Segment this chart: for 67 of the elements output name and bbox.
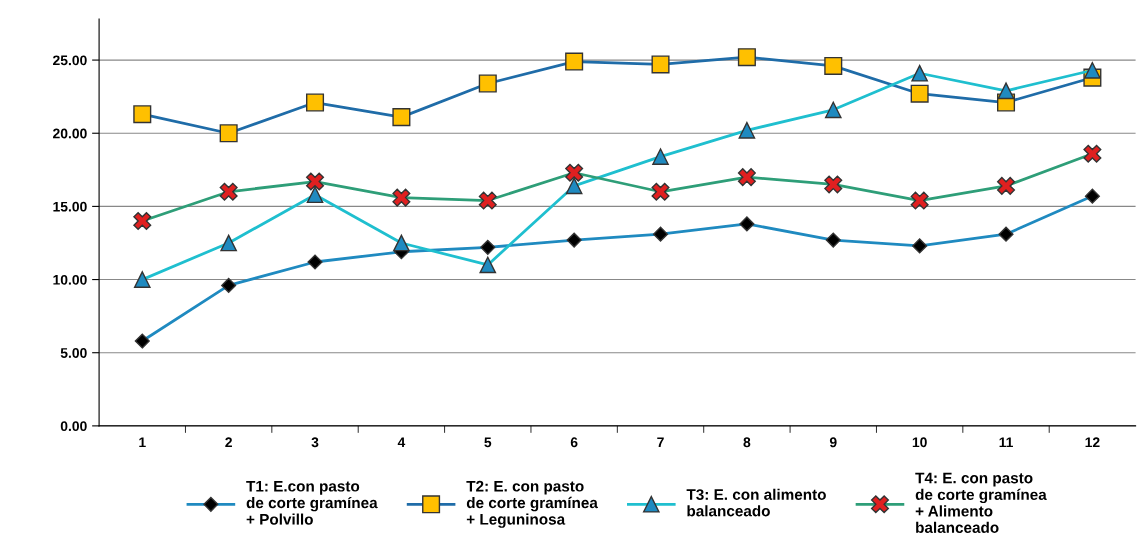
point [910,84,929,103]
point [305,172,325,191]
x-tick-label: 8 [743,437,751,448]
legend-label: T4: E. con pasto de corte gramínea + Alimento balanceado [915,472,1047,533]
point [392,108,411,127]
point [565,163,584,182]
point [393,234,410,252]
point [565,177,583,195]
point [478,191,497,210]
point [998,226,1014,242]
point [219,124,238,143]
point [911,64,928,82]
point [1084,188,1100,204]
point [565,52,584,71]
x-tick-label: 12 [1085,437,1100,448]
point [997,82,1015,100]
point [392,188,411,207]
point [221,277,237,293]
point [910,191,929,210]
point [996,176,1016,195]
y-tick-label: 0.00 [60,421,87,432]
x-tick-label: 4 [397,437,406,448]
x-tick-label: 2 [225,437,232,448]
point [1084,61,1101,79]
point [737,48,756,67]
y-tick-label: 25.00 [53,55,87,66]
x-tick-label: 1 [139,437,146,448]
x-tick-label: 9 [829,437,837,448]
point [824,175,843,194]
point [305,93,325,112]
y-tick-label: 5.00 [60,348,87,358]
x-tick-label: 5 [484,437,492,448]
point [825,232,841,248]
point [737,168,756,187]
point [480,239,496,255]
x-tick-label: 11 [999,437,1013,448]
point [824,101,842,119]
x-tick-label: 7 [657,437,664,448]
legend-label: T1: E.con pasto de corte gramínea + Polvillo [246,480,378,525]
point [307,254,323,270]
y-tick-label: 15.00 [53,201,87,212]
point [134,333,150,349]
y-tick-label: 10.00 [53,274,87,285]
point [478,74,497,93]
point [738,121,756,139]
point [220,234,237,252]
x-tick-label: 3 [311,437,319,448]
point [912,238,928,254]
x-tick-label: 6 [570,437,578,448]
legend-label: T2: E. con pasto de corte gramínea + Leguninosa [466,480,598,528]
y-tick-label: 20.00 [53,128,87,139]
point [133,105,152,124]
point [219,182,238,201]
point [824,56,843,75]
point [739,216,755,232]
legend-label: T3: E. con alimento balanceado [686,488,826,517]
point [133,271,151,288]
point [652,226,669,242]
point [651,182,670,201]
point [652,148,669,165]
point [306,186,324,204]
point [133,212,152,231]
point [651,55,670,74]
x-tick-label: 10 [912,437,927,448]
point [566,232,582,248]
point [1083,144,1102,163]
point [479,256,497,274]
